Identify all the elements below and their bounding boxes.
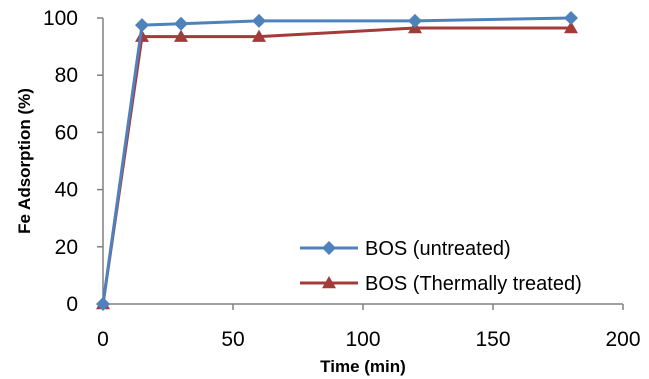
y-axis-title: Fe Adsorption (%) xyxy=(15,88,34,234)
data-point-diamond xyxy=(408,13,422,28)
x-tick-label: 200 xyxy=(605,328,640,351)
data-point-triangle xyxy=(252,29,266,42)
legend-item: BOS (Thermally treated) xyxy=(300,273,582,295)
x-tick-label: 50 xyxy=(221,328,244,351)
series-line xyxy=(101,26,571,305)
axes xyxy=(102,18,623,305)
x-tick-label: 0 xyxy=(97,328,109,351)
series-1 xyxy=(96,11,578,311)
legend-label: BOS (untreated) xyxy=(365,238,511,260)
data-point-diamond xyxy=(252,13,266,28)
legend-swatch-marker xyxy=(322,241,336,255)
data-point-diamond xyxy=(135,18,149,33)
y-ticks: 0 20 40 60 80 100 xyxy=(43,7,103,316)
y-tick-label: 20 xyxy=(55,236,78,259)
x-tick-label: 100 xyxy=(345,328,380,351)
legend: BOS (untreated) BOS (Thermally treated) xyxy=(300,238,582,295)
series-2 xyxy=(96,21,578,310)
data-point-diamond xyxy=(96,297,110,311)
y-tick-label: 80 xyxy=(55,64,78,87)
data-point-triangle xyxy=(564,21,578,34)
x-ticks: 0 50 100 150 200 xyxy=(97,304,641,351)
data-point-diamond xyxy=(174,16,188,31)
y-tick-label: 0 xyxy=(66,293,78,316)
legend-item: BOS (untreated) xyxy=(300,238,511,260)
series-layer xyxy=(96,11,578,311)
legend-label: BOS (Thermally treated) xyxy=(365,273,582,295)
series-line xyxy=(101,16,572,305)
x-axis-title: Time (min) xyxy=(320,357,406,376)
data-point-triangle xyxy=(174,29,188,42)
y-tick-label: 60 xyxy=(55,121,78,144)
y-tick-label: 40 xyxy=(55,179,78,202)
x-tick-label: 150 xyxy=(475,328,510,351)
y-tick-label: 100 xyxy=(43,7,78,30)
legend-swatch-marker xyxy=(322,276,336,289)
data-point-diamond xyxy=(564,11,578,25)
